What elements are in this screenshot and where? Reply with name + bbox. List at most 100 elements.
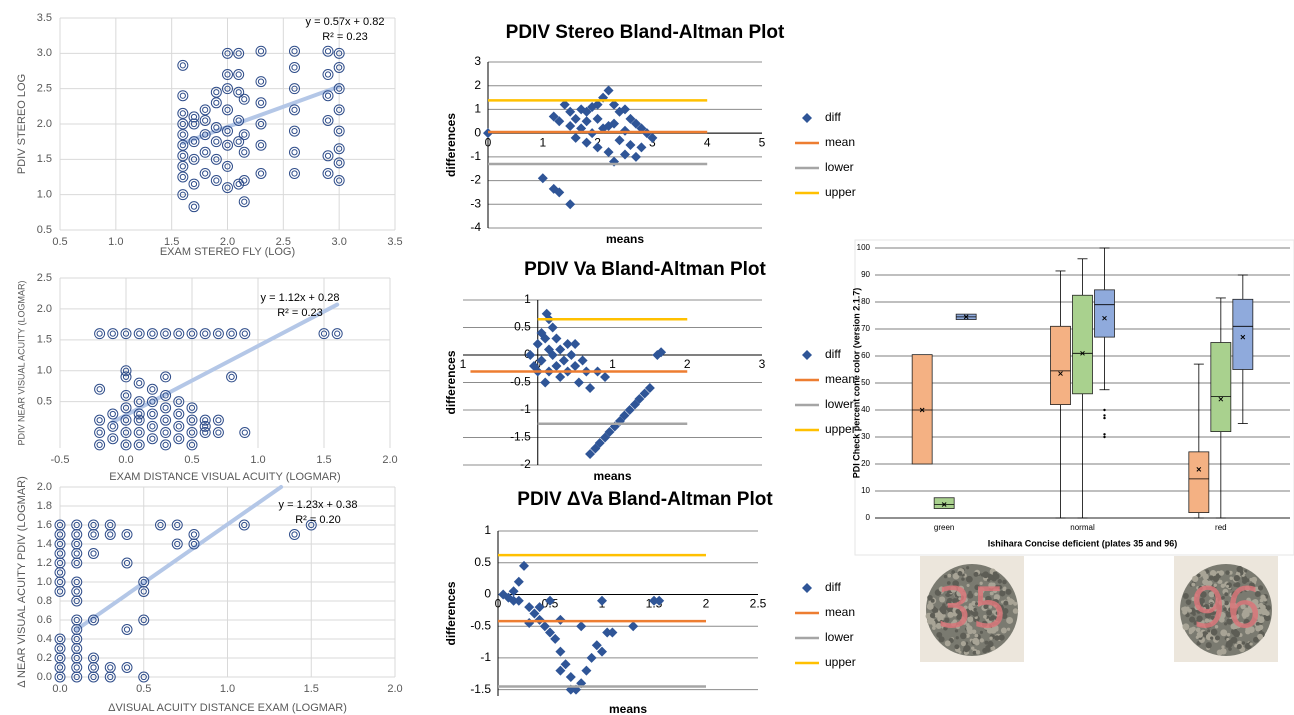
plate-dot bbox=[992, 588, 998, 594]
plate-dot bbox=[1003, 600, 1009, 606]
point bbox=[289, 61, 300, 73]
plate-dot bbox=[958, 650, 962, 654]
point-ring bbox=[186, 414, 198, 426]
mean-marker bbox=[1080, 350, 1085, 356]
box bbox=[1072, 294, 1093, 395]
point-ring bbox=[104, 662, 116, 673]
outlier bbox=[1103, 416, 1106, 420]
point-ring bbox=[71, 519, 83, 531]
plate-dot bbox=[972, 650, 977, 655]
point bbox=[177, 139, 189, 151]
point-ring bbox=[121, 624, 133, 635]
diff-point bbox=[609, 118, 620, 129]
point-ring bbox=[289, 125, 300, 137]
point-ring bbox=[215, 330, 222, 337]
plate-dot bbox=[974, 592, 978, 597]
y-tick-label: 0.5 bbox=[514, 320, 531, 334]
x-tick-label: 2.0 bbox=[382, 454, 397, 466]
mean-marker bbox=[919, 407, 925, 413]
point bbox=[199, 146, 211, 158]
diff-point bbox=[558, 355, 569, 366]
point bbox=[88, 519, 99, 531]
point-ring bbox=[188, 330, 196, 337]
point-ring bbox=[324, 92, 332, 99]
point-ring bbox=[324, 48, 332, 55]
diff-point bbox=[534, 602, 545, 613]
point-ring bbox=[224, 127, 231, 135]
y-axis-label: PDIV STEREO LOG bbox=[16, 74, 28, 174]
point-ring bbox=[179, 191, 186, 198]
point-ring bbox=[255, 118, 267, 130]
plate-dot bbox=[997, 579, 1003, 584]
point-ring bbox=[255, 167, 267, 179]
legend-marker bbox=[802, 350, 812, 360]
point bbox=[146, 328, 158, 340]
point-ring bbox=[179, 173, 186, 181]
diff-point bbox=[597, 595, 607, 606]
x-tick-label: 0.5 bbox=[136, 683, 151, 695]
point-ring bbox=[73, 616, 80, 624]
point-ring bbox=[71, 576, 83, 588]
point-ring bbox=[213, 99, 220, 106]
point-ring bbox=[56, 531, 64, 538]
plate-dot bbox=[1254, 637, 1259, 642]
plate-dot bbox=[930, 598, 935, 603]
diff-point bbox=[560, 659, 571, 670]
point bbox=[186, 439, 198, 451]
point-ring bbox=[73, 550, 80, 557]
plate-dot bbox=[1239, 589, 1243, 594]
point bbox=[94, 427, 106, 439]
legend-label: diff bbox=[825, 580, 841, 594]
point bbox=[146, 396, 158, 408]
point-ring bbox=[333, 125, 345, 137]
legend-marker bbox=[802, 583, 812, 593]
point-ring bbox=[179, 110, 186, 117]
y-tick-label: 70 bbox=[861, 324, 870, 333]
point-ring bbox=[149, 410, 156, 418]
point-ring bbox=[212, 414, 224, 426]
point bbox=[160, 389, 172, 401]
diff-point bbox=[565, 106, 576, 117]
point bbox=[322, 150, 334, 162]
y-tick-label: 2.0 bbox=[37, 481, 52, 493]
point-ring bbox=[333, 104, 345, 116]
point-ring bbox=[133, 439, 145, 451]
x-tick-label: 2 bbox=[703, 597, 710, 611]
point-ring bbox=[228, 373, 235, 381]
point-ring bbox=[107, 408, 119, 420]
point-ring bbox=[235, 117, 242, 124]
point-ring bbox=[177, 171, 189, 183]
point bbox=[146, 383, 158, 395]
point bbox=[121, 624, 133, 635]
point-ring bbox=[138, 671, 150, 683]
y-tick-label: 40 bbox=[861, 405, 870, 414]
point-ring bbox=[90, 521, 97, 529]
plate-dot bbox=[1198, 585, 1203, 591]
y-tick-label: 10 bbox=[861, 486, 870, 495]
point-ring bbox=[90, 673, 97, 681]
plate-dot bbox=[1220, 583, 1226, 589]
point-ring bbox=[140, 578, 147, 586]
diff-point bbox=[513, 576, 524, 587]
point-ring bbox=[336, 85, 343, 92]
point bbox=[177, 150, 189, 162]
plate-dot bbox=[1182, 623, 1190, 631]
y-tick-label: 0.5 bbox=[37, 396, 52, 408]
point-ring bbox=[188, 111, 200, 123]
point-ring bbox=[212, 427, 224, 439]
plate-dot bbox=[1205, 642, 1212, 649]
point-ring bbox=[333, 83, 345, 95]
legend-label: lower bbox=[825, 397, 854, 411]
plate-dot bbox=[1232, 602, 1238, 609]
point bbox=[146, 420, 158, 432]
point-ring bbox=[202, 429, 209, 436]
point bbox=[188, 529, 200, 540]
y-tick-label: 1.8 bbox=[37, 500, 52, 512]
plate-dot bbox=[1224, 600, 1229, 606]
y-tick-label: 2 bbox=[474, 78, 481, 92]
mean-marker bbox=[941, 502, 947, 507]
point-ring bbox=[324, 152, 332, 159]
y-tick-label: 1.0 bbox=[37, 189, 52, 201]
plate-dot bbox=[1240, 603, 1246, 610]
point-ring bbox=[120, 328, 132, 340]
